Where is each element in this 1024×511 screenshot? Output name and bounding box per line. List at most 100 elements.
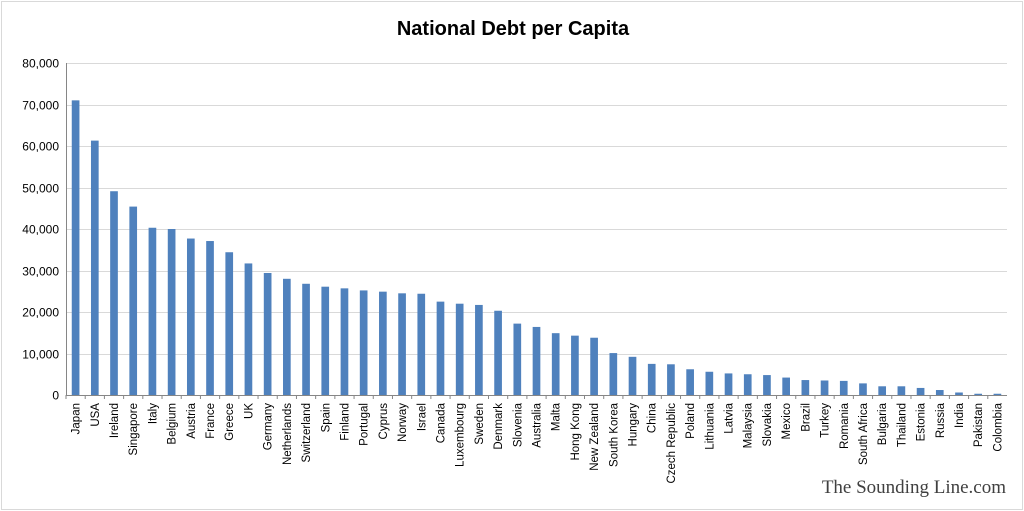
bar bbox=[609, 353, 618, 395]
x-tick-label: Brazil bbox=[800, 403, 812, 432]
y-tick-label: 10,000 bbox=[22, 348, 59, 362]
bar bbox=[916, 387, 925, 395]
x-tick-label: Hungary bbox=[628, 403, 640, 447]
bar bbox=[244, 263, 253, 395]
x-tick-label: Slovenia bbox=[512, 402, 524, 447]
x-tick-label: Norway bbox=[397, 403, 409, 442]
x-tick-label: South Korea bbox=[608, 402, 620, 467]
bar bbox=[647, 363, 656, 396]
x-tick-label: Finland bbox=[339, 403, 351, 441]
bar bbox=[974, 393, 983, 395]
bar bbox=[206, 241, 214, 395]
x-tick-label: Switzerland bbox=[301, 403, 313, 462]
bar bbox=[955, 392, 963, 395]
bar bbox=[436, 301, 445, 396]
bar bbox=[186, 238, 195, 395]
bar bbox=[475, 304, 483, 395]
bar bbox=[878, 386, 887, 395]
watermark: The Sounding Line.com bbox=[817, 475, 1010, 501]
bar bbox=[801, 380, 810, 395]
x-tick-label: Australia bbox=[532, 402, 544, 447]
x-tick-label: UK bbox=[243, 403, 255, 419]
bar bbox=[839, 380, 848, 395]
bar bbox=[110, 191, 118, 395]
y-tick-label: 60,000 bbox=[22, 140, 59, 154]
x-tick-label: Israel bbox=[416, 403, 428, 431]
bar bbox=[321, 286, 330, 395]
x-tick-label: Thailand bbox=[896, 403, 908, 447]
bar bbox=[225, 252, 234, 395]
bar bbox=[993, 393, 1002, 395]
x-tick-label: Hong Kong bbox=[570, 403, 582, 461]
bar bbox=[494, 310, 502, 395]
bar bbox=[667, 364, 675, 395]
bar bbox=[590, 337, 598, 395]
x-tick-label: Czech Republic bbox=[666, 403, 678, 484]
x-tick-label: China bbox=[647, 402, 659, 433]
x-tick-label: Greece bbox=[224, 403, 236, 441]
bar bbox=[379, 291, 387, 395]
x-tick-label: Slovakia bbox=[762, 402, 774, 446]
x-tick-label: Malta bbox=[551, 402, 563, 431]
bar bbox=[551, 333, 560, 395]
x-tick-label: Denmark bbox=[493, 403, 505, 450]
bar bbox=[859, 383, 867, 395]
x-tick-label: Latvia bbox=[724, 402, 736, 433]
x-tick-label: Cyprus bbox=[378, 403, 390, 440]
bar bbox=[763, 375, 771, 395]
bar bbox=[148, 227, 157, 395]
bar bbox=[897, 386, 906, 395]
x-tick-label: Spain bbox=[320, 403, 332, 432]
bar bbox=[455, 303, 464, 395]
x-tick-label: Ireland bbox=[109, 403, 121, 438]
x-tick-label: Turkey bbox=[820, 403, 832, 438]
bar bbox=[340, 288, 349, 395]
bar bbox=[724, 373, 733, 395]
x-tick-label: Germany bbox=[263, 403, 275, 451]
bar bbox=[359, 290, 368, 395]
x-tick-label: Netherlands bbox=[282, 403, 294, 465]
y-tick-label: 80,000 bbox=[22, 57, 59, 71]
bar bbox=[129, 206, 138, 395]
y-tick-label: 0 bbox=[52, 389, 59, 403]
y-tick-label: 40,000 bbox=[22, 223, 59, 237]
bar bbox=[820, 380, 829, 395]
bar bbox=[167, 229, 176, 395]
bar bbox=[532, 326, 541, 395]
y-tick-label: 70,000 bbox=[22, 99, 59, 113]
y-tick-label: 50,000 bbox=[22, 182, 59, 196]
bar bbox=[263, 272, 272, 395]
x-tick-label: Belgium bbox=[167, 403, 179, 445]
bar bbox=[782, 377, 790, 395]
bar bbox=[90, 140, 99, 395]
x-tick-label: Luxembourg bbox=[455, 403, 467, 467]
bar bbox=[705, 371, 714, 395]
bar bbox=[743, 374, 752, 395]
bar bbox=[935, 390, 944, 395]
bar bbox=[686, 369, 694, 395]
x-tick-label: USA bbox=[90, 403, 102, 427]
x-tick-label: Singapore bbox=[128, 403, 140, 455]
bar bbox=[283, 278, 291, 395]
bar bbox=[513, 323, 522, 395]
y-tick-label: 30,000 bbox=[22, 265, 59, 279]
bar bbox=[302, 283, 310, 395]
x-tick-label: Italy bbox=[147, 403, 159, 424]
x-tick-label: Austria bbox=[186, 402, 198, 438]
x-tick-label: Russia bbox=[935, 402, 947, 438]
bar bbox=[571, 335, 579, 395]
x-tick-label: South Africa bbox=[858, 402, 870, 465]
bar bbox=[71, 100, 80, 395]
x-tick-label: Colombia bbox=[992, 402, 1004, 451]
x-tick-label: Japan bbox=[71, 403, 83, 434]
chart-title: National Debt per Capita bbox=[396, 18, 630, 40]
x-tick-label: New Zealand bbox=[589, 403, 601, 471]
x-tick-label: Mexico bbox=[781, 403, 793, 439]
bar bbox=[417, 293, 426, 395]
y-tick-label: 20,000 bbox=[22, 306, 59, 320]
x-tick-label: Malaysia bbox=[743, 402, 755, 448]
x-tick-label: India bbox=[954, 402, 966, 428]
x-tick-label: Sweden bbox=[474, 403, 486, 445]
